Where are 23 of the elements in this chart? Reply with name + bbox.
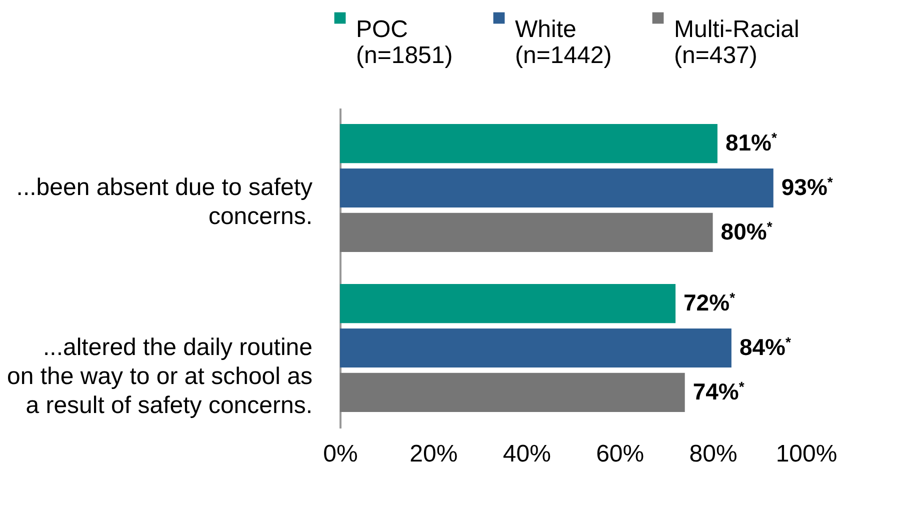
data-label: 93%$^{*}$ <box>781 174 834 200</box>
x-tick-label: 60% <box>596 440 644 468</box>
legend-label: Multi-Racial (n=437) <box>674 16 800 69</box>
legend-label: White (n=1442) <box>515 16 612 69</box>
y-tick-label: ...altered the daily routine on the way to or at school as a result of safety concerns. <box>6 334 312 419</box>
x-tick-label: 40% <box>502 440 551 468</box>
bar <box>340 372 685 412</box>
data-label: 72%$^{*}$ <box>684 290 736 316</box>
x-tick-label: 20% <box>410 440 458 468</box>
x-tick-label: 80% <box>689 440 738 468</box>
legend-label: POC (n=1851) <box>356 16 453 69</box>
data-label: 74%$^{*}$ <box>692 378 745 404</box>
data-label: 81%$^{*}$ <box>725 130 778 156</box>
bar <box>340 284 676 324</box>
data-label: 84%$^{*}$ <box>739 334 792 360</box>
bar <box>340 328 732 368</box>
x-tick-label: 100% <box>776 440 838 468</box>
bar <box>340 212 713 252</box>
bar <box>340 124 718 164</box>
y-tick-label: ...been absent due to safety concerns. <box>16 174 312 230</box>
data-label: 80%$^{*}$ <box>720 218 773 244</box>
bar <box>340 168 774 208</box>
x-tick-label: 0% <box>323 440 358 468</box>
